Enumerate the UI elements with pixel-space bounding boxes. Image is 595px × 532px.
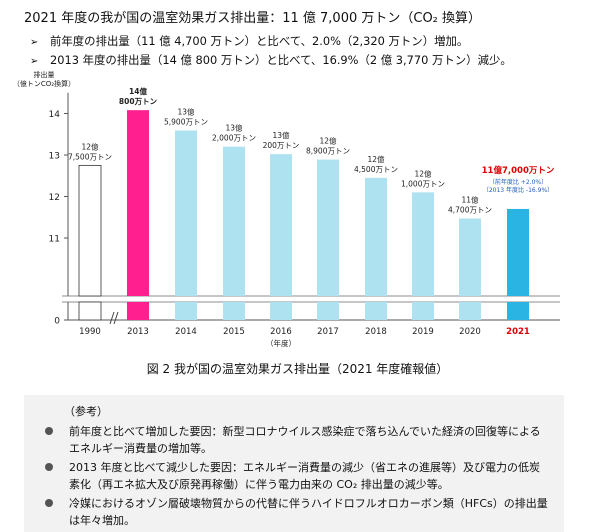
bar (223, 146, 245, 296)
reference-item-text: 2013 年度と比べて減少した要因：エネルギー消費量の減少（省エネの進展等）及び… (69, 461, 541, 491)
bar (459, 218, 481, 296)
y-axis-label: 排出量 (34, 70, 55, 79)
data-label: 4,500万トン (354, 165, 398, 174)
data-label: 12億 (81, 141, 99, 151)
x-axis-break-mark (113, 311, 119, 325)
bar-segment-lower (317, 302, 339, 320)
summary-bullet-text: 前年度の排出量（11 億 4,700 万トン）と比べて、2.0%（2,320 万… (50, 34, 469, 48)
reference-box: （参考） 前年度と比べて増加した要因：新型コロナウイルス感染症で落ち込んでいた経… (24, 395, 564, 532)
bar (507, 208, 529, 296)
data-label: 11億7,000万トン (482, 165, 555, 176)
y-tick-label: 0 (54, 317, 60, 327)
bar-segment-lower (223, 302, 245, 320)
data-label: 11億 (461, 194, 479, 204)
arrow-bullet-icon: ➢ (30, 56, 39, 67)
reference-item: 冷媒におけるオゾン層破壊物質からの代替に伴うハイドロフルオロカーボン類（HFCs… (45, 495, 549, 529)
data-label: 8,900万トン (306, 147, 350, 156)
reference-item-text: 前年度と比べて増加した要因：新型コロナウイルス感染症で落ち込んでいた経済の回復等… (69, 425, 541, 455)
x-axis-label: （年度） (266, 338, 296, 348)
summary-bullet-previous-year: ➢ 前年度の排出量（11 億 4,700 万トン）と比べて、2.0%（2,320 … (30, 33, 468, 49)
bar-segment-lower (459, 302, 481, 320)
y-tick-label: 11 (49, 235, 60, 245)
x-axis-break-mark (109, 311, 115, 325)
bar-segment-lower (270, 302, 292, 320)
x-tick-label: 2019 (412, 327, 434, 337)
x-tick-label: 2014 (175, 327, 197, 337)
y-tick-label: 14 (49, 110, 61, 120)
x-tick-label: 2013 (127, 327, 149, 337)
x-tick-label: 2021 (506, 327, 530, 337)
figure-caption: 図 2 我が国の温室効果ガス排出量（2021 年度確報値） (146, 362, 449, 376)
data-label: 7,500万トン (68, 152, 112, 161)
page-title: 2021 年度の我が国の温室効果ガス排出量：11 億 7,000 万トン（CO₂… (24, 11, 482, 26)
x-tick-label: 2015 (223, 327, 245, 337)
data-label: 200万トン (263, 141, 300, 150)
data-label: 2,000万トン (212, 134, 256, 143)
data-label: 13億 (177, 107, 195, 117)
bar (127, 110, 149, 297)
bullet-dot-icon (45, 499, 53, 507)
bar (412, 192, 434, 296)
bar-segment-lower (127, 302, 149, 320)
reference-item-text: 冷媒におけるオゾン層破壊物質からの代替に伴うハイドロフルオロカーボン類（HFCs… (69, 497, 548, 527)
reference-item: 前年度と比べて増加した要因：新型コロナウイルス感染症で落ち込んでいた経済の回復等… (45, 423, 549, 457)
data-label: 12億 (414, 168, 432, 178)
x-tick-label: 2020 (459, 327, 481, 337)
data-label: 5,900万トン (164, 118, 208, 127)
x-tick-label: 1990 (79, 327, 101, 337)
bar-segment-lower (175, 302, 197, 320)
bar (270, 154, 292, 296)
summary-bullet-2013: ➢ 2013 年度の排出量（14 億 800 万トン）と比べて、16.9%（2 億… (30, 52, 512, 68)
x-tick-label: 2018 (365, 327, 387, 337)
bullet-dot-icon (45, 463, 53, 471)
bullet-dot-icon (45, 427, 53, 435)
data-label: 800万トン (119, 97, 158, 106)
y-axis-label: （億トンCO₂換算） (13, 79, 75, 88)
bar-segment-lower (78, 301, 102, 321)
bar (365, 177, 387, 296)
data-label: 13億 (272, 130, 290, 140)
bar (78, 164, 102, 297)
data-label: 12億 (319, 136, 337, 146)
reference-title: （参考） (64, 405, 108, 418)
y-tick-label: 13 (49, 152, 60, 162)
data-label: 13億 (225, 123, 243, 133)
bar-segment-lower (365, 302, 387, 320)
x-tick-label: 2016 (270, 327, 292, 337)
annotation-label: 〔前年度比 +2.0%〕 (489, 178, 547, 186)
arrow-bullet-icon: ➢ (30, 37, 39, 48)
data-label: 1,000万トン (401, 179, 445, 188)
emissions-bar-chart: 011121314排出量（億トンCO₂換算）199012億7,500万トン201… (13, 70, 560, 348)
bar-segment-lower (507, 302, 529, 320)
reference-item: 2013 年度と比べて減少した要因：エネルギー消費量の減少（省エネの進展等）及び… (45, 459, 549, 493)
axis-break-band (62, 296, 560, 302)
data-label: 12億 (367, 154, 385, 164)
x-tick-label: 2017 (317, 327, 339, 337)
bar-segment-lower (412, 302, 434, 320)
data-label: 14億 (129, 86, 147, 96)
y-tick-label: 12 (49, 193, 60, 203)
summary-bullet-text: 2013 年度の排出量（14 億 800 万トン）と比べて、16.9%（2 億 … (50, 53, 512, 67)
data-label: 4,700万トン (448, 205, 492, 214)
bar (175, 130, 197, 296)
bar (317, 159, 339, 296)
annotation-label: 〔2013 年度比 -16.9%〕 (483, 186, 553, 194)
